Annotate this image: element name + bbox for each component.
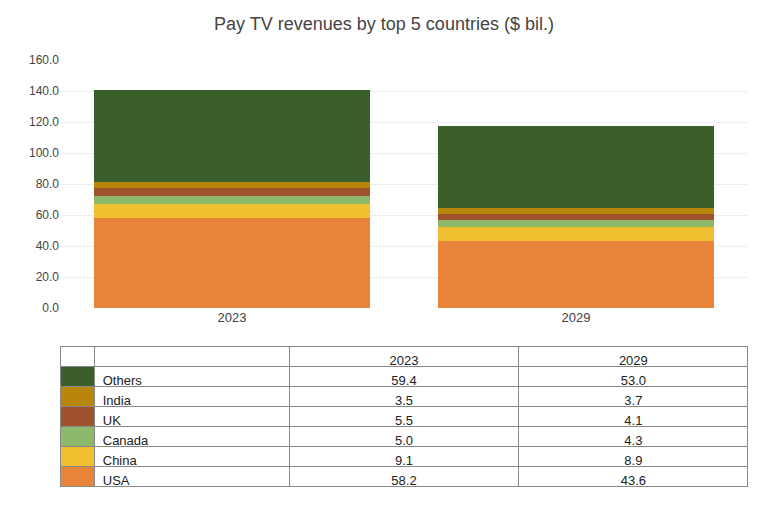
svg-text:Others: Others — [103, 373, 143, 388]
svg-text:60.0: 60.0 — [36, 208, 60, 222]
svg-text:3.7: 3.7 — [624, 393, 642, 408]
svg-text:China: China — [103, 453, 138, 468]
svg-text:58.2: 58.2 — [391, 473, 416, 488]
svg-text:160.0: 160.0 — [29, 53, 59, 67]
svg-text:3.5: 3.5 — [395, 393, 413, 408]
svg-text:43.6: 43.6 — [621, 473, 646, 488]
svg-text:140.0: 140.0 — [29, 84, 59, 98]
svg-text:2023: 2023 — [218, 310, 247, 325]
svg-text:100.0: 100.0 — [29, 146, 59, 160]
svg-text:5.0: 5.0 — [395, 433, 413, 448]
svg-text:India: India — [103, 393, 132, 408]
svg-text:4.1: 4.1 — [624, 413, 642, 428]
svg-text:Canada: Canada — [103, 433, 149, 448]
svg-text:9.1: 9.1 — [395, 453, 413, 468]
svg-text:4.3: 4.3 — [624, 433, 642, 448]
svg-text:USA: USA — [103, 473, 130, 488]
svg-text:20.0: 20.0 — [36, 270, 60, 284]
svg-text:2023: 2023 — [390, 353, 419, 368]
svg-text:59.4: 59.4 — [391, 373, 416, 388]
svg-text:80.0: 80.0 — [36, 177, 60, 191]
svg-text:0.0: 0.0 — [42, 301, 59, 315]
svg-text:5.5: 5.5 — [395, 413, 413, 428]
svg-text:53.0: 53.0 — [621, 373, 646, 388]
svg-text:UK: UK — [103, 413, 121, 428]
svg-text:120.0: 120.0 — [29, 115, 59, 129]
svg-text:40.0: 40.0 — [36, 239, 60, 253]
svg-text:2029: 2029 — [619, 353, 648, 368]
svg-text:8.9: 8.9 — [624, 453, 642, 468]
svg-text:2029: 2029 — [562, 310, 591, 325]
svg-text:Pay TV revenues by top 5 count: Pay TV revenues by top 5 countries ($ bi… — [214, 14, 554, 34]
